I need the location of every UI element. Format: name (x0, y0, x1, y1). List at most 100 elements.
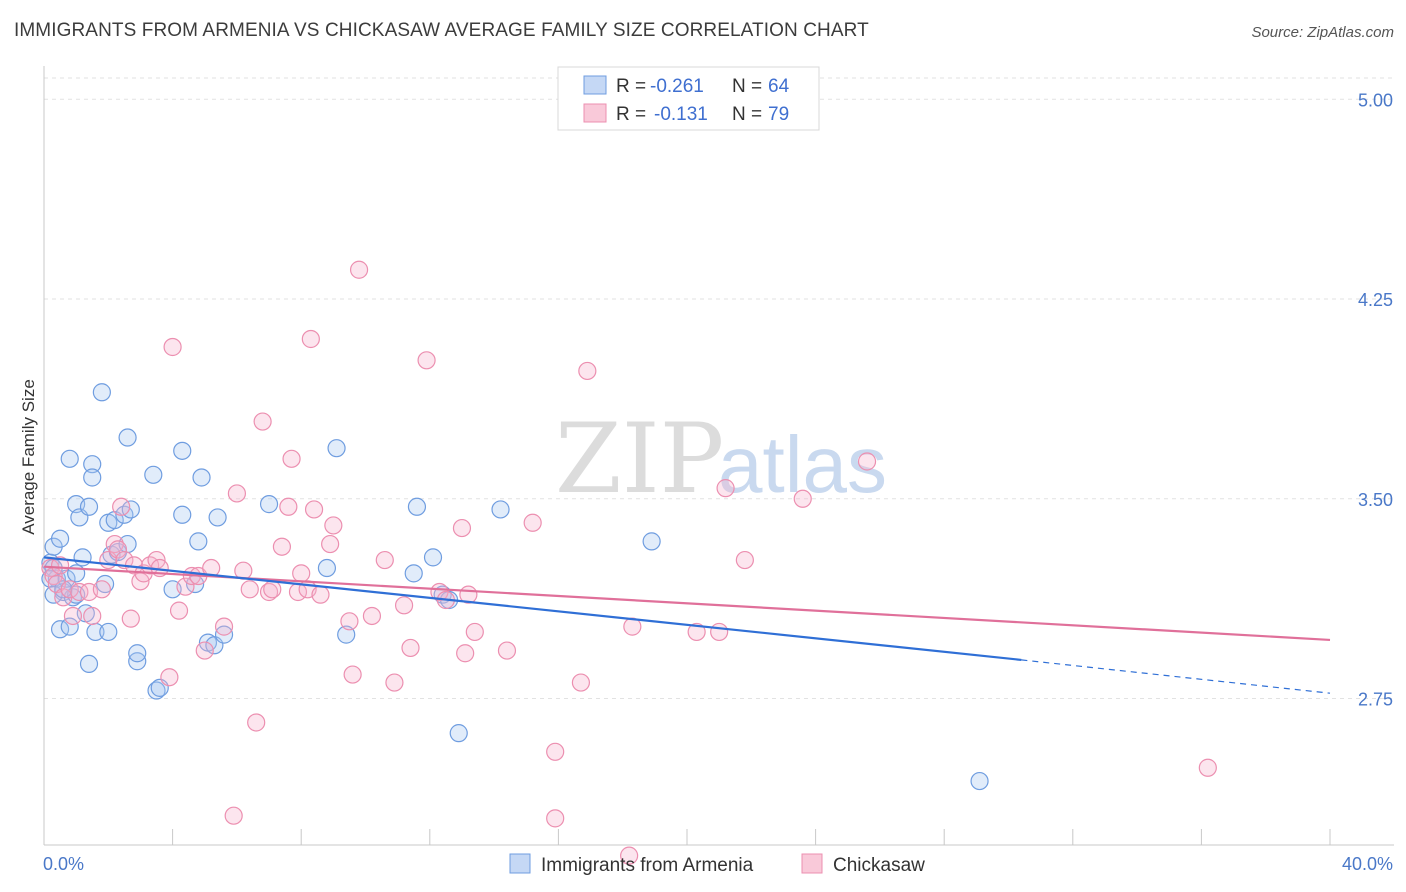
data-points (41, 260, 1217, 865)
chickasaw-point (620, 846, 639, 865)
armenia-point (60, 617, 79, 636)
chickasaw-point (349, 260, 369, 279)
chart-title: IMMIGRANTS FROM ARMENIA VS CHICKASAW AVE… (14, 20, 869, 41)
x-tick-labels: 0.0% 40.0% (43, 854, 1393, 874)
armenia-point (83, 468, 102, 487)
chickasaw-point (50, 556, 70, 575)
armenia-point (337, 625, 356, 644)
chickasaw-point (321, 534, 340, 554)
chickasaw-point (1198, 758, 1217, 777)
chickasaw-point (465, 622, 484, 642)
chickasaw-point (163, 337, 182, 357)
chickasaw-point (227, 484, 246, 503)
armenia-point (60, 449, 79, 468)
y-axis-label: Average Family Size (19, 379, 38, 535)
series-legend: Immigrants from Armenia Chickasaw (509, 853, 925, 876)
chickasaw-point (279, 497, 298, 516)
armenia-point (327, 439, 346, 458)
armenia-point (173, 505, 192, 524)
chickasaw-point (121, 609, 140, 628)
chickasaw-point (263, 580, 282, 599)
chickasaw-point (195, 641, 214, 660)
armenia-point (407, 497, 427, 516)
x-tick-label: 40.0% (1342, 854, 1393, 874)
armenia-point (491, 500, 510, 519)
armenia-point (144, 465, 163, 484)
chickasaw-point (735, 550, 754, 570)
legend-swatch-armenia (583, 75, 607, 95)
armenia-point (92, 383, 111, 402)
chickasaw-point (304, 500, 324, 519)
armenia-point (95, 574, 115, 594)
chickasaw-point (92, 580, 111, 599)
chickasaw-point (385, 673, 404, 692)
legend-n-value-1: 64 (768, 76, 790, 97)
chickasaw-point (857, 452, 877, 471)
chickasaw-point (214, 617, 234, 636)
legend-r-label-1: R = (616, 76, 646, 97)
armenia-point (423, 548, 443, 567)
armenia-trend-line (43, 556, 1022, 662)
series-label-chickasaw: Chickasaw (833, 855, 925, 876)
chickasaw-point (394, 596, 414, 615)
armenia-point (147, 681, 166, 700)
chickasaw-point (452, 518, 472, 538)
armenia-point (79, 497, 99, 516)
y-tick-label: 2.75 (1358, 690, 1393, 710)
chickasaw-point (417, 351, 436, 370)
chickasaw-point (292, 564, 311, 583)
armenia-point (404, 564, 423, 583)
chickasaw-point (578, 361, 597, 381)
armenia-point (73, 548, 92, 567)
x-tick-label: 0.0% (43, 854, 84, 874)
armenia-point (118, 428, 137, 447)
armenia-point (128, 644, 147, 663)
armenia-point (50, 529, 70, 548)
correlation-legend: R = -0.261 N = 64 R = -0.131 N = 79 (557, 66, 820, 131)
axes (43, 66, 1394, 846)
legend-swatch-chickasaw (583, 103, 607, 123)
armenia-point (192, 468, 211, 487)
armenia-point (208, 508, 227, 527)
chickasaw-point (282, 449, 301, 468)
chickasaw-point (687, 622, 706, 642)
chickasaw-point (176, 577, 195, 596)
armenia-point (317, 558, 337, 578)
armenia-point (79, 654, 99, 674)
armenia-point (189, 532, 208, 551)
armenia-point (173, 441, 192, 460)
legend-n-value-2: 79 (768, 104, 789, 125)
armenia-point (259, 495, 279, 514)
chickasaw-point (240, 580, 259, 599)
chickasaw-point (224, 806, 243, 825)
legend-r-value-2: -0.131 (654, 104, 708, 125)
chickasaw-point (272, 537, 292, 556)
legend-n-label-2: N = (732, 104, 762, 125)
armenia-trend-extension (1021, 659, 1331, 694)
chickasaw-point (253, 412, 272, 431)
chickasaw-point (793, 489, 812, 508)
armenia-point (642, 532, 661, 551)
chickasaw-point (362, 606, 382, 626)
source-label: Source: ZipAtlas.com (1251, 24, 1394, 41)
y-tick-label: 4.25 (1358, 290, 1393, 310)
armenia-point (99, 622, 118, 642)
chickasaw-point (523, 513, 542, 532)
legend-n-label-1: N = (732, 76, 762, 97)
chickasaw-point (259, 582, 279, 602)
series-label-armenia: Immigrants from Armenia (541, 855, 754, 876)
chickasaw-point (716, 479, 735, 498)
chickasaw-point (83, 606, 102, 626)
chickasaw-point (324, 516, 343, 535)
watermark-zip: ZIP (555, 403, 724, 515)
series-swatch-armenia (509, 853, 531, 874)
chickasaw-point (70, 582, 89, 602)
chickasaw-point (710, 622, 729, 642)
chickasaw-point (546, 809, 565, 828)
y-tick-label: 5.00 (1358, 90, 1393, 110)
chickasaw-point (375, 550, 394, 570)
chickasaw-point (169, 601, 189, 620)
chickasaw-point (340, 612, 359, 631)
chickasaw-point (456, 644, 475, 663)
